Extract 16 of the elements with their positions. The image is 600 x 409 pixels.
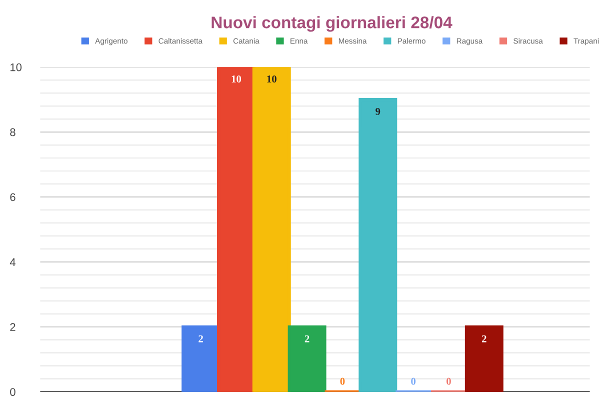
data-label: 0 <box>411 378 416 385</box>
y-tick-label: 6 <box>10 193 16 202</box>
data-label: 0 <box>446 378 451 385</box>
data-label: 10 <box>267 75 276 83</box>
y-tick-label: 0 <box>10 388 16 396</box>
y-tick-label: 2 <box>10 323 16 331</box>
data-label: 2 <box>482 335 486 342</box>
data-label: 9 <box>376 108 380 115</box>
data-label: 10 <box>232 75 242 83</box>
data-label: 2 <box>304 335 310 342</box>
chart-title: Nuovi contagi giornalieri 28/04 <box>212 16 452 32</box>
y-tick-label: 10 <box>10 63 22 72</box>
data-label: 2 <box>198 335 203 342</box>
data-label: 0 <box>340 378 345 385</box>
y-tick-label: 4 <box>10 258 16 266</box>
y-tick-label: 8 <box>10 128 16 136</box>
